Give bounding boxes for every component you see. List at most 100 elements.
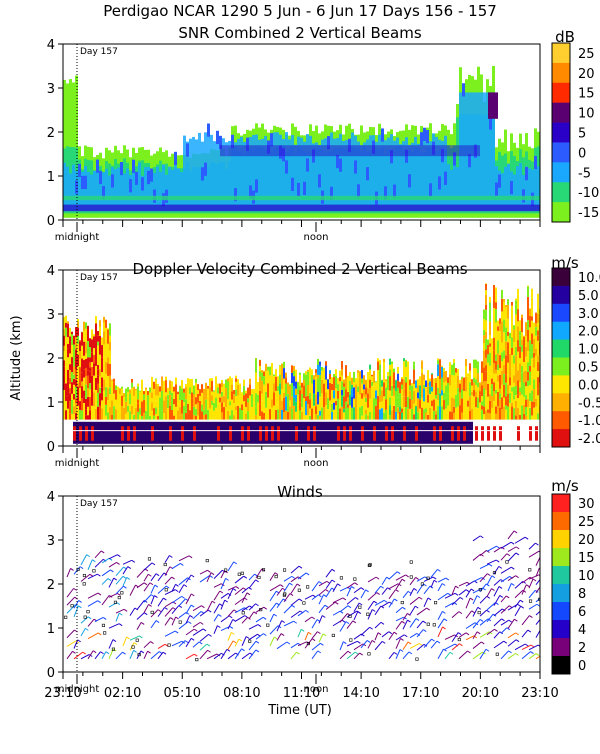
velocity-cell (387, 372, 389, 376)
calm-marker (528, 569, 531, 572)
velocity-cell (499, 399, 501, 407)
velocity-cell (403, 388, 405, 396)
velocity-cell (397, 367, 399, 374)
wind-barb (277, 642, 287, 649)
velocity-cell (447, 377, 449, 383)
wind-barb-flag (274, 614, 277, 616)
wind-barb-flag (175, 631, 178, 633)
velocity-cell (105, 338, 107, 349)
velocity-cell (393, 389, 395, 397)
velocity-cell (459, 392, 461, 405)
wind-barb (473, 642, 481, 649)
velocity-cell (103, 317, 105, 323)
wind-barb-flag (415, 606, 418, 608)
velocity-cell (203, 415, 205, 420)
wind-barb-flag (233, 641, 236, 643)
wind-barb (515, 537, 525, 543)
velocity-cell (389, 405, 391, 415)
calm-marker (121, 592, 124, 595)
velocity-cell (525, 347, 527, 357)
snr-band (220, 145, 480, 156)
velocity-cell (521, 315, 523, 318)
velocity-cell (259, 426, 262, 441)
wind-barb (186, 594, 191, 604)
velocity-cell (95, 390, 97, 404)
velocity-cell (487, 409, 489, 413)
velocity-cell (489, 383, 491, 394)
velocity-cell (531, 415, 533, 419)
velocity-cell (165, 392, 167, 396)
wind-barb (536, 617, 542, 624)
velocity-cell (123, 393, 125, 397)
velocity-cell (517, 352, 519, 363)
velocity-cell (473, 383, 475, 390)
velocity-cell (363, 415, 365, 419)
velocity-cell (187, 413, 189, 420)
velocity-cell (187, 378, 189, 382)
velocity-cell (237, 385, 239, 396)
velocity-cell (499, 426, 502, 441)
velocity-cell (303, 373, 305, 380)
velocity-cell (513, 408, 515, 420)
wind-barb-flag (200, 622, 203, 624)
velocity-cell (531, 298, 533, 308)
velocity-cell (507, 342, 509, 356)
velocity-cell (107, 412, 109, 419)
y-tick-label: 0 (47, 440, 55, 455)
velocity-cell (167, 388, 169, 395)
wind-barb (193, 622, 200, 627)
velocity-cell (277, 409, 279, 413)
velocity-cell (437, 406, 439, 420)
wind-barb-flag (128, 567, 131, 569)
velocity-cell (101, 400, 103, 408)
velocity-cell (511, 391, 513, 402)
velocity-cell (511, 319, 513, 332)
snr-column (447, 164, 450, 211)
velocity-cell (181, 426, 184, 441)
velocity-cell (513, 325, 515, 329)
velocity-cell (503, 332, 505, 340)
velocity-cell (461, 399, 463, 413)
velocity-cell (527, 399, 529, 407)
velocity-cell (227, 382, 229, 387)
wind-barb (312, 643, 320, 650)
velocity-cell (377, 370, 379, 379)
velocity-cell (533, 327, 535, 339)
velocity-cell (305, 375, 307, 387)
wind-barb-flag (110, 570, 113, 572)
wind-barb (522, 652, 531, 659)
wind-barb (312, 620, 317, 629)
calm-marker (410, 561, 413, 564)
velocity-cell (255, 415, 257, 419)
wind-barb (494, 547, 501, 552)
velocity-cell (483, 356, 485, 367)
velocity-cell (259, 377, 261, 391)
velocity-cell (71, 394, 73, 400)
velocity-cell (231, 378, 233, 380)
velocity-cell (443, 410, 445, 420)
wind-barb (242, 617, 247, 623)
wind-barb-flag (516, 640, 519, 642)
velocity-cell (337, 378, 339, 384)
velocity-cell (445, 381, 447, 385)
velocity-cell (353, 372, 355, 382)
velocity-cell (173, 416, 175, 420)
velocity-cell (133, 387, 135, 396)
wind-barb (319, 589, 325, 594)
velocity-cell (167, 400, 169, 408)
velocity-cell (497, 370, 499, 375)
wind-barb-flag (351, 586, 354, 588)
velocity-cell (517, 309, 519, 321)
wind-barb (480, 610, 486, 616)
velocity-cell (279, 365, 281, 366)
velocity-cell (499, 343, 501, 355)
velocity-cell (265, 387, 267, 392)
wind-barb-flag (292, 576, 295, 578)
velocity-cell (159, 397, 161, 408)
velocity-cell (265, 364, 267, 366)
velocity-cell (497, 365, 499, 371)
wind-barb-flag (433, 577, 436, 579)
wind-barb-flag (355, 583, 358, 585)
velocity-cell (417, 379, 419, 385)
velocity-cell (443, 393, 445, 400)
